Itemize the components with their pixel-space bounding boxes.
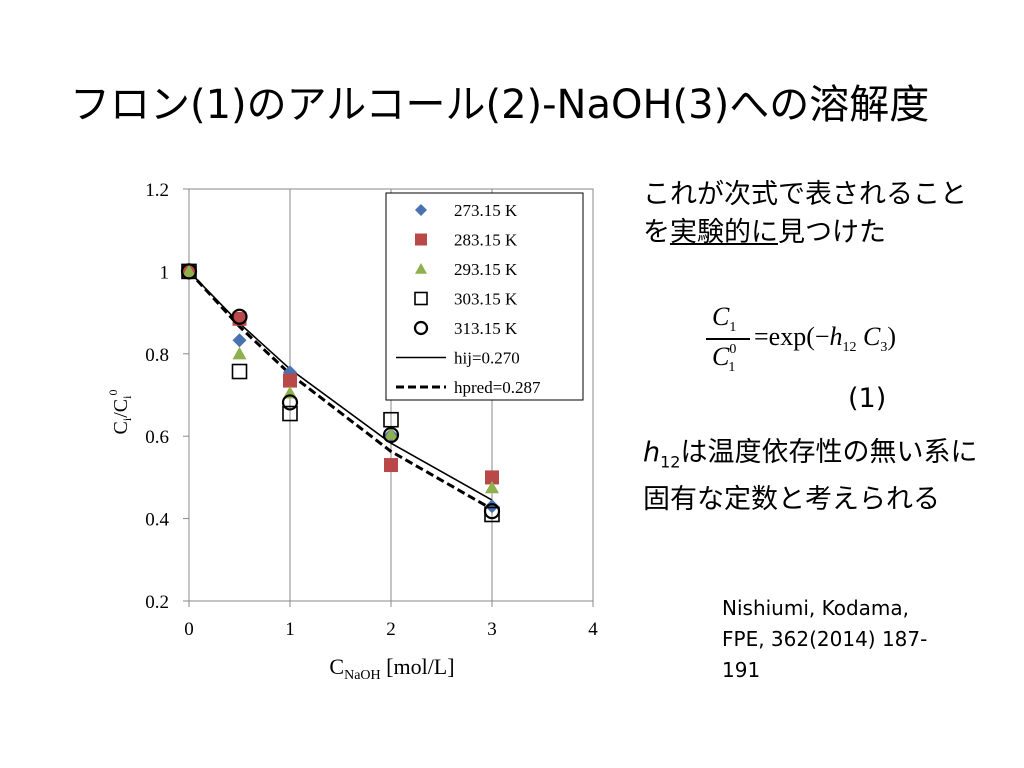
fraction-bar [706,338,750,340]
y-axis-label-main: C [110,421,132,434]
reference-line1: Nishiumi, Kodama, [722,596,910,620]
legend-label: 283.15 K [454,231,518,250]
marker-open-square [414,291,428,306]
y-tick-label: 0.2 [145,592,169,613]
x-axis-label-main: C [329,654,344,679]
data-markers [180,263,501,523]
marker-open-circle [382,426,400,444]
marker-triangle [415,263,427,274]
explanation-part3: 見つけた [778,217,886,248]
legend-label: 273.15 K [454,201,518,220]
note-body: は温度依存性の無い系に固有な定数と考えられる [643,437,978,516]
marker-open-square [383,411,399,428]
legend-box [385,192,584,401]
marker-open-circle [281,394,299,411]
marker-open-circle [483,503,501,520]
x-axis-label-sub: NaOH [344,668,381,683]
y-tick-label: 1 [160,262,170,283]
marker-diamond [485,499,499,514]
legend-label: hij=0.270 [454,349,520,368]
x-tick-labels: 0 1 2 3 4 [184,619,598,640]
reference-line3: 191 [722,658,761,682]
marker-triangle [384,427,398,440]
slide-title: フロン(1)のアルコール(2)-NaOH(3)への溶解度 [70,82,930,128]
y-axis-label-sub: i [120,417,134,421]
y-tick-label: 1.2 [145,180,169,201]
formula-denominator: C01 [712,342,737,376]
marker-square [283,373,297,388]
x-axis-label-unit: [mol/L] [381,654,455,679]
reference-line2: FPE, 362(2014) 187- [722,627,928,651]
y-tick-label: 0.8 [145,345,169,366]
marker-triangle [232,346,247,360]
legend-label: 303.15 K [454,290,518,309]
legend: 273.15 K 283.15 K 293.15 K 303.15 K 313.15 K… [385,192,584,401]
x-tick-label: 1 [285,619,295,640]
legend-label: 313.15 K [454,319,518,338]
x-tick-label: 3 [487,619,497,640]
marker-triangle [182,264,196,277]
marker-diamond [232,333,247,348]
explanation-part1: これが次式で表される [643,179,913,210]
note-h-var: h [643,437,661,468]
x-tick-label: 2 [386,619,396,640]
explanation-underlined: 実験的に [670,217,778,248]
x-axis-label: CNaOH [mol/L] [329,654,454,683]
y-axis-label-sub2: i [120,395,134,399]
formula-numerator: C1 [712,302,737,336]
equation-number: (1) [848,383,887,414]
x-tick-label: 4 [588,619,598,640]
marker-open-circle [180,263,198,280]
marker-open-square [231,363,248,380]
note-text: h12は温度依存性の無い系に固有な定数と考えられる [643,434,978,519]
x-tick-label: 0 [184,619,194,640]
marker-open-circle [231,308,248,325]
marker-open-circle [413,320,429,336]
legend-label: hpred=0.287 [454,378,541,397]
marker-square [485,470,499,485]
y-tick-labels: 0.2 0.4 0.6 0.8 1 1.2 [145,180,169,613]
note-h-sub: 12 [660,452,681,472]
marker-square [415,233,427,246]
y-axis-label: Ci/Ci0 [106,390,134,435]
y-axis-label-sup: 0 [106,390,120,396]
y-axis-label-sep: /C [110,399,132,418]
explanation-text: これが次式で表されることを実験的に見つけた [643,176,973,252]
formula-rhs: =exp(−h12 C3) [754,322,897,356]
reference: Nishiumi, Kodama, FPE, 362(2014) 187- 19… [722,593,962,686]
marker-triangle [485,480,499,494]
y-tick-label: 0.4 [145,510,169,531]
marker-open-square [282,405,298,422]
explanation-part2: ことを [643,179,967,248]
y-tick-label: 0.6 [145,427,169,448]
marker-square [384,458,398,473]
marker-diamond [415,204,427,216]
legend-label: 293.15 K [454,260,518,279]
